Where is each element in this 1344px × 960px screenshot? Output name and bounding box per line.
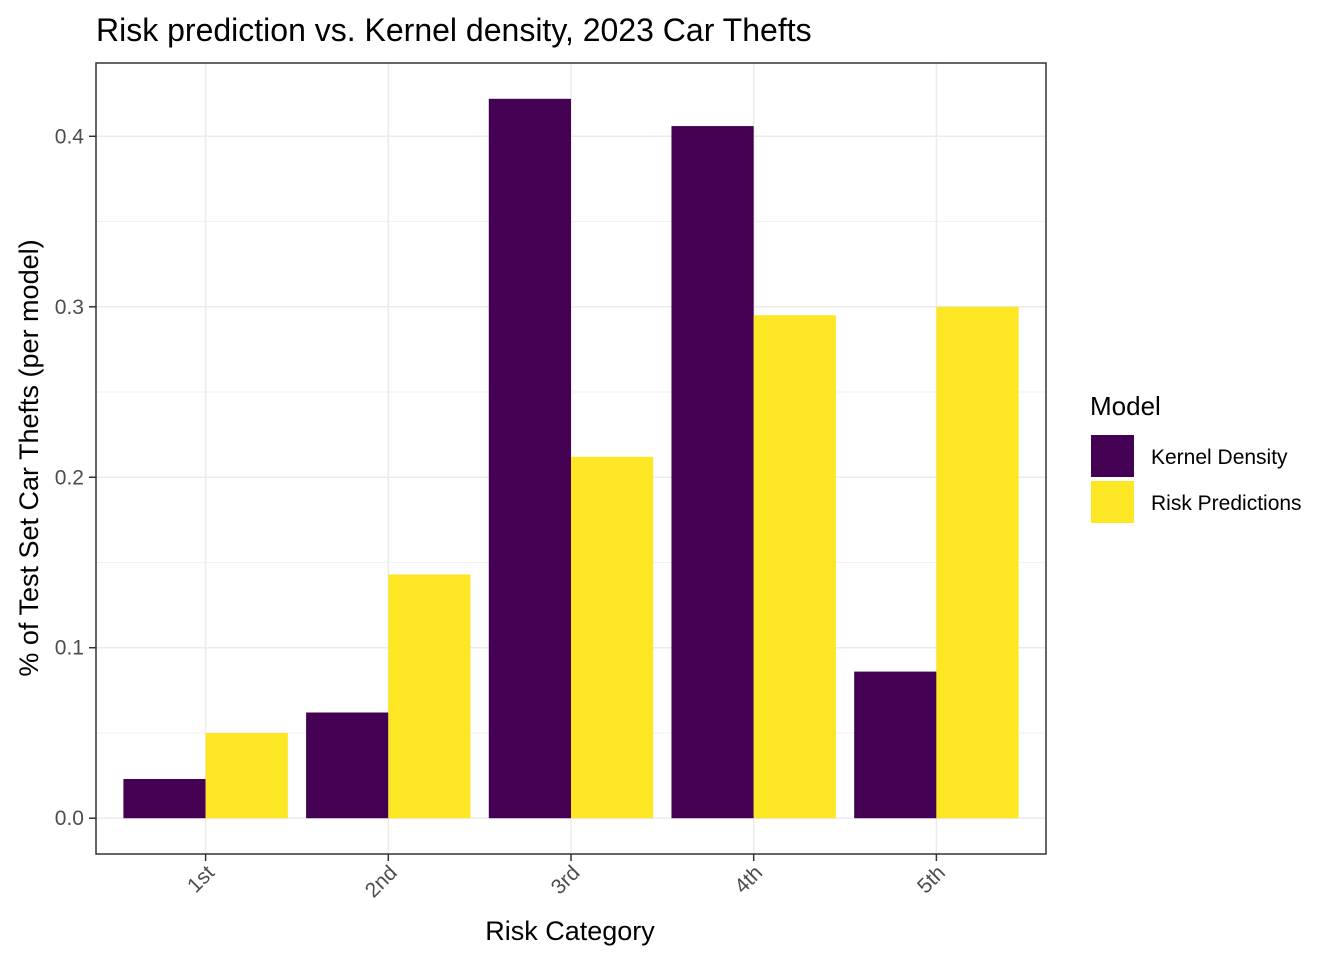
legend-title: Model: [1090, 391, 1161, 421]
y-tick-label: 0.0: [55, 807, 84, 830]
bar-risk-predictions-4th: [753, 315, 836, 819]
x-tick-label: 3rd: [547, 861, 585, 899]
y-tick-label: 0.1: [55, 637, 84, 660]
chart-title: Risk prediction vs. Kernel density, 2023…: [96, 12, 812, 48]
y-tick-label: 0.4: [55, 125, 85, 148]
x-axis-title: Risk Category: [485, 916, 655, 946]
bar-kernel-density-3rd: [488, 98, 571, 819]
bar-kernel-density-5th: [854, 671, 937, 819]
legend-key-risk-predictions: [1091, 481, 1134, 523]
bar-risk-predictions-2nd: [388, 574, 471, 819]
y-tick-label: 0.3: [55, 296, 84, 319]
legend-key-kernel-density: [1091, 435, 1134, 477]
x-axis: 1st 2nd 3rd 4th 5th: [183, 854, 950, 902]
y-tick-label: 0.2: [55, 466, 84, 489]
legend: Model Kernel Density Risk Predictions: [1090, 391, 1302, 523]
bar-kernel-density-1st: [123, 778, 206, 819]
legend-label-kernel-density: Kernel Density: [1151, 446, 1288, 469]
legend-label-risk-predictions: Risk Predictions: [1151, 492, 1302, 515]
bar-risk-predictions-3rd: [571, 456, 654, 819]
bar-kernel-density-4th: [671, 126, 754, 819]
x-tick-label: 1st: [183, 861, 219, 897]
bars: [123, 98, 1019, 819]
y-axis-title: % of Test Set Car Thefts (per model): [14, 239, 44, 676]
x-tick-label: 4th: [730, 861, 767, 898]
x-tick-label: 5th: [913, 861, 950, 898]
bar-risk-predictions-5th: [936, 306, 1019, 819]
x-tick-label: 2nd: [361, 861, 402, 902]
bar-kernel-density-2nd: [306, 712, 389, 819]
bar-risk-predictions-1st: [205, 732, 288, 819]
y-axis: 0.0 0.1 0.2 0.3 0.4: [55, 125, 96, 830]
